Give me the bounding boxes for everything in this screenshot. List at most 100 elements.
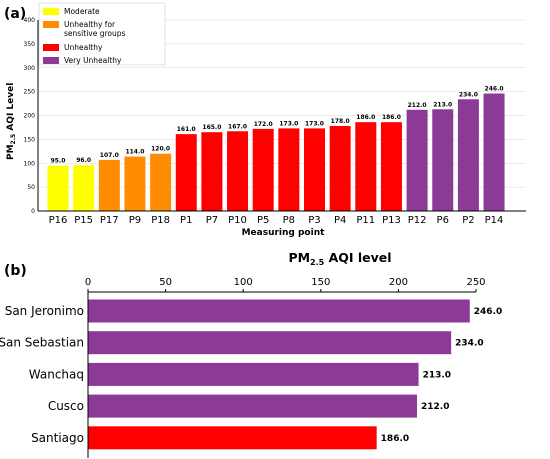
chart-a: 95.0 96.0 107.0 114.0 120.0 161.0 165.0 167.0 17… [6, 2, 526, 238]
legend-frame [38, 2, 166, 66]
chart-a-bar-p16 [47, 165, 69, 211]
chart-a-y-tick-label: 400 [24, 17, 36, 24]
chart-b: PM2.5 AQI level 0 50 100 150 200 250 San Jero… [0, 250, 502, 458]
chart-b-title: PM2.5 AQI level [288, 250, 391, 267]
chart-a-bar-p9 [124, 156, 146, 211]
chart-b-x-tick-label: 50 [159, 277, 172, 288]
chart-a-data-label: 212.0 [408, 102, 427, 109]
legend-swatch [43, 21, 59, 28]
legend-label: Unhealthy for [64, 20, 116, 29]
chart-a-bar-p18 [150, 153, 172, 211]
chart-b-data-label: 234.0 [455, 339, 483, 349]
chart-a-x-tick-label: P6 [437, 215, 449, 226]
chart-a-data-label: 120.0 [151, 146, 170, 153]
chart-b-bar-santiago [88, 426, 377, 450]
chart-a-data-label: 186.0 [356, 114, 375, 121]
chart-a-bar-p8 [278, 128, 300, 211]
chart-a-x-tick-label: P11 [356, 215, 375, 226]
chart-a-x-tick-label: P1 [180, 215, 192, 226]
chart-a-data-label: 161.0 [177, 126, 196, 133]
chart-a-bar-p1 [175, 134, 197, 211]
chart-a-y-tick-label: 300 [24, 65, 36, 72]
chart-b-x-tick-label: 100 [234, 277, 253, 288]
chart-a-y-tick-label: 200 [24, 113, 36, 120]
chart-b-data-label: 186.0 [381, 434, 409, 444]
chart-a-y-tick-label: 50 [27, 184, 35, 191]
chart-a-x-tick-label: P3 [308, 215, 320, 226]
chart-a-bar-p10 [227, 131, 249, 211]
chart-b-x-tick-label: 150 [311, 277, 330, 288]
legend-swatch [43, 8, 59, 15]
chart-a-x-tick-label: P13 [382, 215, 401, 226]
chart-b-bar-san-sebastian [88, 331, 452, 355]
chart-a-bar-p3 [304, 128, 325, 211]
chart-a-y-tick-label: 150 [24, 136, 36, 143]
chart-a-y-tick-label: 100 [24, 160, 36, 167]
legend-label: Very Unhealthy [64, 56, 122, 65]
chart-a-y-tick-label: 250 [24, 89, 36, 96]
chart-a-y-axis-label: PM2.5 AQI Level [6, 83, 17, 160]
chart-a-data-label: 246.0 [485, 86, 504, 93]
chart-a-bar-p6 [432, 109, 454, 211]
chart-a-x-tick-label: P15 [74, 215, 93, 226]
chart-a-x-tick-label: P16 [49, 215, 68, 226]
chart-b-category-label: San Jeronimo [5, 304, 84, 318]
chart-a-bar-p12 [406, 109, 428, 211]
chart-a-data-label: 173.0 [305, 120, 324, 127]
chart-b-x-tick-label: 200 [389, 277, 408, 288]
chart-a-data-label: 114.0 [125, 149, 144, 156]
chart-a-data-label: 234.0 [459, 91, 478, 98]
chart-b-category-label: Cusco [48, 399, 84, 413]
chart-a-x-tick-label: P5 [257, 215, 269, 226]
chart-a-bar-p11 [355, 122, 377, 211]
chart-b-category-label: Santiago [31, 431, 84, 445]
chart-a-x-tick-label: P10 [228, 215, 247, 226]
chart-b-data-label: 213.0 [423, 370, 451, 380]
chart-a-data-label: 165.0 [202, 124, 221, 131]
chart-a-x-tick-label: P9 [129, 215, 141, 226]
legend-label: Moderate [64, 7, 100, 16]
chart-a-data-label: 96.0 [76, 157, 91, 164]
chart-a-data-label: 172.0 [254, 121, 273, 128]
panel-b-label: (b) [4, 263, 27, 279]
chart-a-bar-p4 [329, 126, 351, 211]
chart-a-bar-p2 [457, 99, 479, 211]
chart-b-x-tick-label: 250 [466, 277, 485, 288]
legend-swatch [43, 44, 59, 51]
chart-a-x-tick-label: P12 [408, 215, 427, 226]
chart-a-bar-p15 [73, 165, 95, 211]
chart-a-x-tick-label: P7 [206, 215, 218, 226]
chart-a-x-axis-label: Measuring point [242, 228, 326, 238]
chart-b-category-label: San Sebastian [0, 336, 84, 350]
legend-label: sensitive groups [64, 29, 126, 38]
chart-a-x-tick-label: P8 [283, 215, 295, 226]
chart-a-x-tick-label: P2 [462, 215, 474, 226]
chart-a-bar-p7 [201, 132, 223, 211]
chart-a-y-tick-label: 0 [31, 208, 35, 215]
chart-b-x-tick-label: 0 [85, 277, 91, 288]
legend-label: Unhealthy [64, 43, 103, 52]
chart-a-x-tick-label: P18 [151, 215, 170, 226]
chart-a-y-tick-label: 350 [24, 41, 36, 48]
chart-a-data-label: 167.0 [228, 123, 247, 130]
chart-a-x-tick-label: P4 [334, 215, 346, 226]
chart-a-bar-p14 [483, 93, 505, 211]
chart-a-data-label: 178.0 [331, 118, 350, 125]
panel-a-label: (a) [4, 6, 26, 22]
chart-b-data-label: 212.0 [421, 402, 449, 412]
legend-swatch [43, 57, 59, 64]
chart-b-bar-cusco [88, 394, 418, 418]
chart-a-bar-p17 [98, 159, 120, 211]
chart-b-data-label: 246.0 [474, 307, 502, 317]
chart-a-bar-p13 [380, 122, 402, 211]
chart-a-x-tick-label: P14 [485, 215, 504, 226]
chart-a-data-label: 213.0 [433, 101, 452, 108]
chart-a-data-label: 186.0 [382, 114, 401, 121]
chart-a-data-label: 173.0 [279, 120, 298, 127]
chart-b-category-label: Wanchaq [29, 367, 84, 381]
chart-b-bar-san-jeronimo [88, 299, 470, 323]
chart-a-data-label: 95.0 [51, 158, 66, 165]
chart-a-data-label: 107.0 [100, 152, 119, 159]
